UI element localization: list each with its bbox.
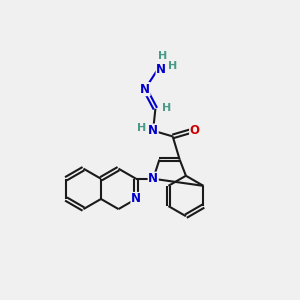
Text: N: N [148, 172, 158, 185]
Text: N: N [131, 193, 141, 206]
Text: N: N [156, 63, 166, 76]
Text: H: H [137, 123, 146, 134]
Text: O: O [190, 124, 200, 137]
Text: N: N [140, 82, 150, 96]
Text: H: H [168, 61, 177, 71]
Text: H: H [158, 51, 167, 61]
Text: N: N [148, 124, 158, 137]
Text: H: H [162, 103, 172, 112]
